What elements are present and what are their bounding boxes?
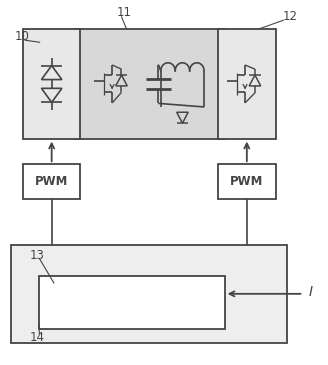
- Text: 10: 10: [15, 30, 30, 43]
- Text: PWM: PWM: [230, 175, 263, 188]
- Bar: [218, 29, 276, 139]
- Text: 13: 13: [30, 249, 44, 262]
- Text: $I$: $I$: [308, 285, 314, 299]
- Bar: [74, 29, 225, 139]
- Text: PWM: PWM: [35, 175, 68, 188]
- Bar: [23, 164, 80, 199]
- Text: 12: 12: [283, 10, 298, 23]
- Text: 14: 14: [30, 331, 45, 344]
- Bar: [39, 276, 225, 328]
- Bar: [218, 164, 276, 199]
- Bar: [11, 245, 287, 343]
- Text: 11: 11: [117, 6, 132, 19]
- Bar: [23, 29, 80, 139]
